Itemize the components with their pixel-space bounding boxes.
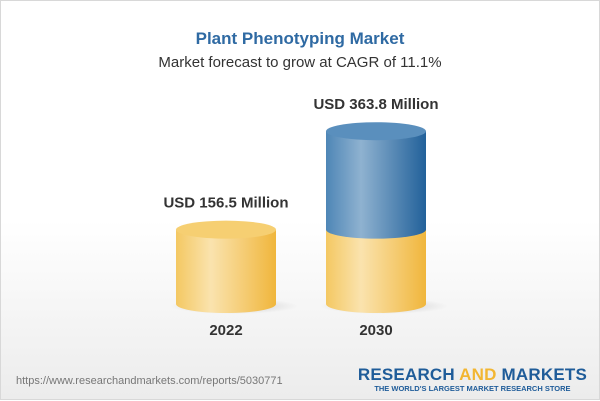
- cylinder-growth-segment-2030: [326, 131, 426, 239]
- category-label: 2022: [209, 322, 242, 339]
- data-label: USD 156.5 Million: [163, 195, 288, 212]
- logo-text-1: RESEARCH: [357, 365, 460, 384]
- logo-text-2: AND: [459, 365, 497, 384]
- cylinder-base-segment-2030: [326, 229, 426, 313]
- logo-text-3: MARKETS: [496, 365, 587, 384]
- data-label: USD 363.8 Million: [313, 96, 438, 113]
- chart-subtitle: Market forecast to grow at CAGR of 11.1%: [158, 54, 442, 71]
- cylinder-top-2022: [176, 220, 276, 239]
- cylinder-body-2022: [176, 229, 276, 313]
- logo-tagline: THE WORLD'S LARGEST MARKET RESEARCH STOR…: [374, 384, 571, 393]
- category-label: 2030: [359, 322, 392, 339]
- cylinder-top-2030: [326, 122, 426, 141]
- research-and-markets-logo: RESEARCH AND MARKETS THE WORLD'S LARGEST…: [358, 366, 587, 394]
- chart-title: Plant Phenotyping Market: [195, 29, 405, 48]
- report-url[interactable]: https://www.researchandmarkets.com/repor…: [16, 375, 283, 387]
